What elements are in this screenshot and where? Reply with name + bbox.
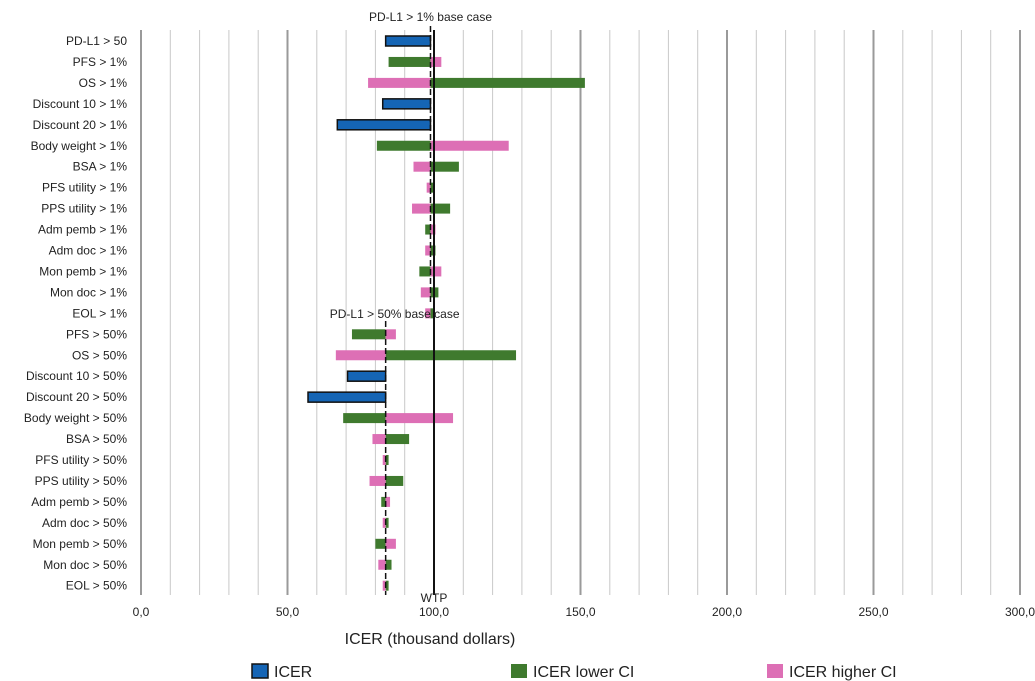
- category-label: BSA > 1%: [73, 160, 128, 174]
- bar-layer: [307, 35, 585, 591]
- icer-higher-ci-bar: [385, 413, 454, 424]
- category-label: Discount 20 > 50%: [26, 390, 127, 404]
- icer-higher-ci-bar: [430, 224, 436, 235]
- category-label: EOL > 50%: [66, 579, 128, 593]
- category-label: PD-L1 > 50: [66, 34, 127, 48]
- category-label: Adm doc > 50%: [42, 516, 127, 530]
- category-label: EOL > 1%: [72, 306, 127, 320]
- icer-lower-ci-bar: [430, 161, 459, 172]
- icer-higher-ci-bar: [382, 517, 386, 528]
- icer-higher-ci-bar: [430, 140, 509, 151]
- category-label: PPS utility > 50%: [35, 474, 128, 488]
- icer-lower-ci-bar: [430, 203, 451, 214]
- category-label: Mon pemb > 50%: [33, 537, 128, 551]
- icer-higher-ci-bar: [369, 475, 386, 486]
- legend-swatch-lower: [511, 664, 527, 678]
- category-label: Adm pemb > 50%: [31, 495, 127, 509]
- wtp-label: WTP: [421, 591, 448, 605]
- icer-lower-ci-bar: [430, 245, 436, 256]
- icer-lower-ci-bar: [385, 350, 517, 361]
- x-axis-title: ICER (thousand dollars): [345, 631, 516, 648]
- icer-higher-ci-bar: [378, 559, 386, 570]
- icer-higher-ci-bar: [382, 455, 386, 465]
- legend: ICER ICER lower CI ICER higher CI: [251, 663, 897, 681]
- icer-lower-ci-bar: [351, 329, 386, 340]
- icer-bar: [336, 119, 432, 131]
- category-label: Adm doc > 1%: [49, 244, 128, 258]
- icer-lower-ci-bar: [385, 580, 389, 591]
- x-tick-label: 250,0: [858, 605, 888, 619]
- icer-higher-ci-bar: [420, 287, 431, 298]
- category-label: PFS utility > 1%: [42, 181, 127, 195]
- icer-lower-ci-bar: [343, 413, 386, 424]
- icer-bar: [346, 370, 387, 382]
- pdl1-1-base-label: PD-L1 > 1% base case: [369, 10, 492, 24]
- icer-lower-ci-bar: [385, 559, 392, 570]
- icer-bar: [384, 35, 432, 47]
- icer-higher-ci-bar: [368, 77, 431, 88]
- icer-bar: [381, 98, 432, 110]
- icer-higher-ci-bar: [385, 496, 391, 507]
- legend-label-higher: ICER higher CI: [789, 664, 897, 681]
- category-label: Discount 20 > 1%: [33, 118, 128, 132]
- icer-higher-ci-bar: [382, 580, 386, 591]
- icer-higher-ci-bar: [430, 56, 442, 67]
- icer-higher-ci-bar: [385, 538, 396, 549]
- category-label: Discount 10 > 1%: [33, 97, 128, 111]
- icer-lower-ci-bar: [385, 434, 410, 445]
- category-label: PFS > 1%: [73, 55, 128, 69]
- icer-higher-ci-bar: [335, 350, 386, 361]
- pdl1-50-base-label: PD-L1 > 50% base case: [330, 307, 460, 321]
- category-label: Body weight > 50%: [24, 411, 127, 425]
- icer-lower-ci-bar: [430, 182, 434, 193]
- icer-higher-ci-bar: [385, 329, 396, 340]
- category-label: OS > 50%: [72, 348, 127, 362]
- icer-higher-ci-bar: [425, 308, 431, 319]
- icer-lower-ci-bar: [385, 475, 404, 486]
- icer-higher-ci-bar: [413, 161, 431, 172]
- category-label: Discount 10 > 50%: [26, 369, 127, 383]
- x-tick-label: 200,0: [712, 605, 742, 619]
- category-label: Adm pemb > 1%: [38, 223, 127, 237]
- category-label: Mon doc > 1%: [50, 285, 127, 299]
- x-tick-label: 100,0: [419, 605, 449, 619]
- icer-lower-ci-bar: [376, 140, 431, 151]
- icer-lower-ci-bar: [375, 538, 386, 549]
- icer-lower-ci-bar: [425, 224, 431, 235]
- icer-lower-ci-bar: [385, 455, 389, 465]
- icer-lower-ci-bar: [388, 56, 431, 67]
- category-label: Mon pemb > 1%: [39, 264, 127, 278]
- category-label: OS > 1%: [79, 76, 128, 90]
- x-tick-layer: 0,0 50,0 100,0 150,0 200,0 250,0 300,0: [133, 605, 1035, 619]
- x-tick-label: 150,0: [565, 605, 595, 619]
- icer-bar: [307, 391, 387, 403]
- icer-lower-ci-bar: [381, 496, 386, 507]
- icer-higher-ci-bar: [425, 245, 431, 256]
- icer-higher-ci-bar: [372, 434, 386, 445]
- label-layer: PD-L1 > 50 PFS > 1% OS > 1% Discount 10 > 1…: [24, 34, 127, 593]
- legend-swatch-higher: [767, 664, 783, 678]
- category-label: Body weight > 1%: [31, 139, 128, 153]
- category-label: BSA > 50%: [66, 432, 127, 446]
- x-tick-label: 300,0: [1005, 605, 1035, 619]
- icer-lower-ci-bar: [430, 77, 585, 88]
- category-label: PPS utility > 1%: [41, 202, 127, 216]
- category-label: PFS > 50%: [66, 327, 127, 341]
- category-label: Mon doc > 50%: [43, 558, 127, 572]
- x-tick-label: 0,0: [133, 605, 150, 619]
- reference-line-layer: WTP PD-L1 > 1% base case PD-L1 > 50% base …: [330, 10, 493, 605]
- grid-layer: [140, 30, 1021, 595]
- icer-higher-ci-bar: [412, 203, 431, 214]
- icer-higher-ci-bar: [426, 182, 431, 193]
- legend-label-lower: ICER lower CI: [533, 664, 634, 681]
- legend-label-icer: ICER: [274, 664, 312, 681]
- legend-swatch-icer: [251, 663, 269, 679]
- icer-higher-ci-bar: [430, 266, 442, 277]
- icer-lower-ci-bar: [385, 517, 389, 528]
- x-tick-label: 50,0: [276, 605, 300, 619]
- icer-lower-ci-bar: [430, 308, 434, 319]
- icer-lower-ci-bar: [419, 266, 431, 277]
- category-label: PFS utility > 50%: [35, 453, 127, 467]
